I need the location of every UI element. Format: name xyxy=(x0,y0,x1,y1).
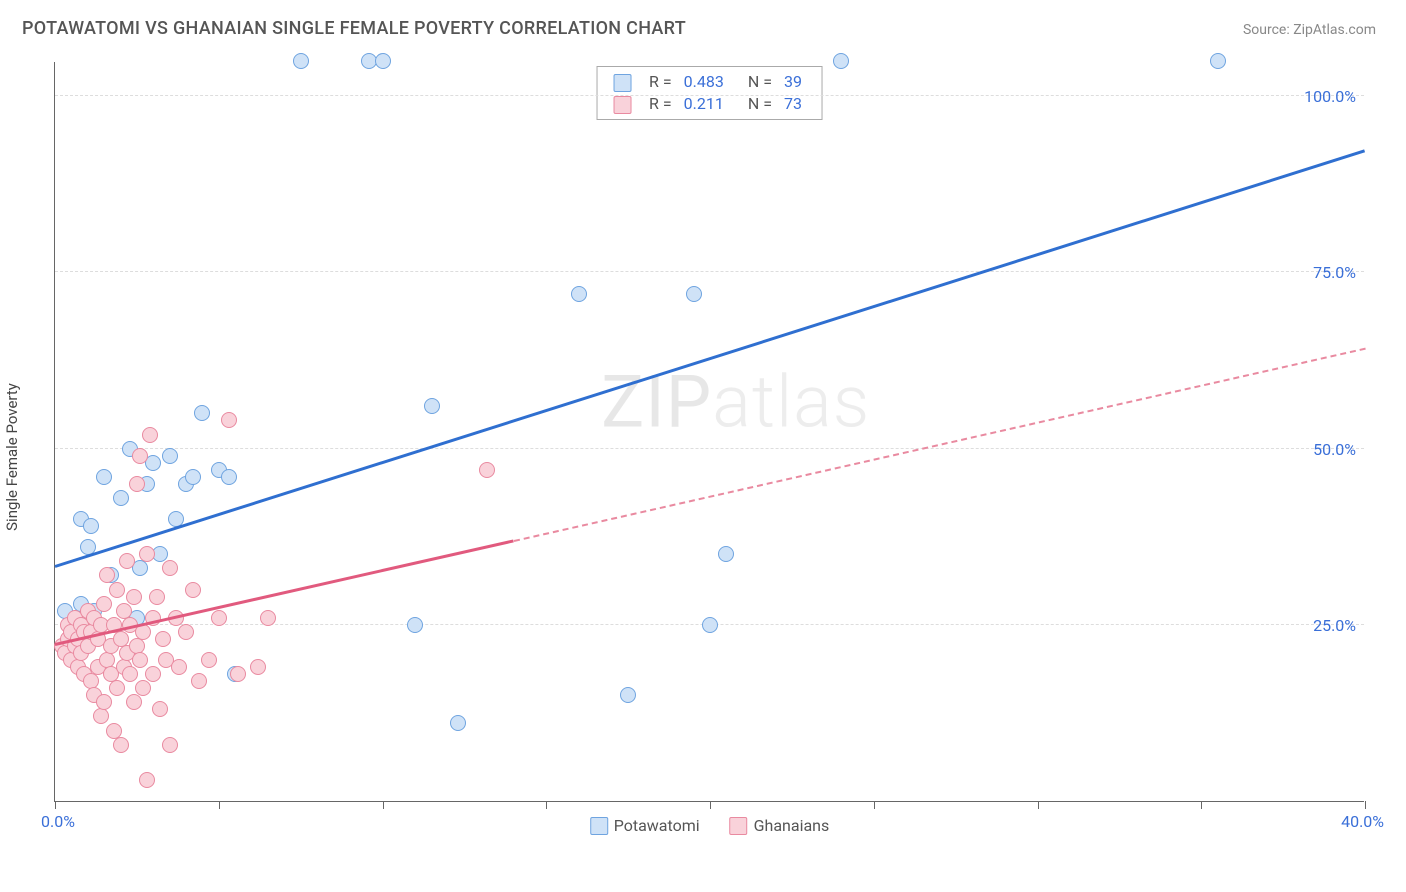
y-tick-label: 100.0% xyxy=(1304,87,1356,106)
gridline xyxy=(55,95,1364,96)
n-label: N = xyxy=(742,71,778,93)
data-point xyxy=(126,694,142,710)
x-tick xyxy=(546,801,547,809)
data-point xyxy=(191,673,207,689)
data-point xyxy=(119,553,135,569)
data-point xyxy=(162,448,178,464)
stats-legend: R =0.483N =39R =0.211N =73 xyxy=(596,66,823,120)
data-point xyxy=(162,560,178,576)
x-tick xyxy=(219,801,220,809)
data-point xyxy=(1210,53,1226,69)
data-point xyxy=(686,286,702,302)
data-point xyxy=(250,659,266,675)
data-point xyxy=(93,708,109,724)
data-point xyxy=(109,582,125,598)
data-point xyxy=(83,518,99,534)
data-point xyxy=(718,546,734,562)
r-label: R = xyxy=(643,71,678,93)
watermark-thin: atlas xyxy=(712,359,870,444)
legend-label: Potawatomi xyxy=(614,816,700,835)
data-point xyxy=(571,286,587,302)
data-point xyxy=(142,427,158,443)
data-point xyxy=(702,617,718,633)
data-point xyxy=(479,462,495,478)
data-point xyxy=(450,715,466,731)
source-attribution: Source: ZipAtlas.com xyxy=(1243,22,1376,38)
data-point xyxy=(129,476,145,492)
plot-area: ZIPatlas R =0.483N =39R =0.211N =73 Pota… xyxy=(54,62,1364,802)
r-value: 0.483 xyxy=(678,71,730,93)
data-point xyxy=(407,617,423,633)
y-tick-label: 75.0% xyxy=(1313,263,1356,282)
y-tick-label: 25.0% xyxy=(1313,616,1356,635)
data-point xyxy=(221,412,237,428)
x-axis-max-label: 40.0% xyxy=(1341,812,1384,831)
data-point xyxy=(145,666,161,682)
legend-swatch xyxy=(613,96,631,114)
data-point xyxy=(109,680,125,696)
y-axis-label: Single Female Poverty xyxy=(3,383,21,531)
data-point xyxy=(155,631,171,647)
legend-swatch xyxy=(730,817,748,835)
gridline xyxy=(55,271,1364,272)
series-legend: Potawatomi Ghanaians xyxy=(590,816,830,835)
chart-container: Single Female Poverty ZIPatlas R =0.483N… xyxy=(22,52,1382,862)
data-point xyxy=(375,53,391,69)
source-label: Source: xyxy=(1243,22,1293,38)
x-tick xyxy=(874,801,875,809)
data-point xyxy=(162,737,178,753)
legend-label: Ghanaians xyxy=(754,816,830,835)
source-name: ZipAtlas.com xyxy=(1293,22,1376,38)
n-value: 39 xyxy=(778,71,808,93)
data-point xyxy=(201,652,217,668)
data-point xyxy=(139,772,155,788)
data-point xyxy=(194,405,210,421)
x-tick xyxy=(383,801,384,809)
data-point xyxy=(152,701,168,717)
data-point xyxy=(126,589,142,605)
data-point xyxy=(178,624,194,640)
data-point xyxy=(96,469,112,485)
x-tick xyxy=(1365,801,1366,809)
trend-line-extrapolated xyxy=(513,348,1365,542)
data-point xyxy=(96,596,112,612)
legend-item: Ghanaians xyxy=(730,816,830,835)
data-point xyxy=(96,694,112,710)
data-point xyxy=(113,737,129,753)
watermark: ZIPatlas xyxy=(601,359,870,444)
data-point xyxy=(171,659,187,675)
gridline xyxy=(55,448,1364,449)
stats-row: R =0.483 N =39 xyxy=(607,71,808,93)
y-tick-label: 50.0% xyxy=(1313,440,1356,459)
legend-swatch xyxy=(590,817,608,835)
data-point xyxy=(293,53,309,69)
x-tick xyxy=(710,801,711,809)
data-point xyxy=(132,448,148,464)
chart-title: POTAWATOMI VS GHANAIAN SINGLE FEMALE POV… xyxy=(22,18,686,39)
data-point xyxy=(122,666,138,682)
data-point xyxy=(833,53,849,69)
data-point xyxy=(221,469,237,485)
x-axis-min-label: 0.0% xyxy=(41,812,75,831)
x-tick xyxy=(1201,801,1202,809)
data-point xyxy=(211,610,227,626)
data-point xyxy=(424,398,440,414)
data-point xyxy=(185,582,201,598)
trend-line xyxy=(55,150,1366,569)
x-tick xyxy=(1038,801,1039,809)
x-tick xyxy=(55,801,56,809)
data-point xyxy=(99,567,115,583)
data-point xyxy=(132,652,148,668)
data-point xyxy=(135,680,151,696)
legend-swatch xyxy=(613,74,631,92)
data-point xyxy=(230,666,246,682)
data-point xyxy=(260,610,276,626)
data-point xyxy=(620,687,636,703)
data-point xyxy=(149,589,165,605)
data-point xyxy=(139,546,155,562)
legend-item: Potawatomi xyxy=(590,816,700,835)
data-point xyxy=(185,469,201,485)
data-point xyxy=(113,490,129,506)
watermark-bold: ZIP xyxy=(601,359,712,444)
